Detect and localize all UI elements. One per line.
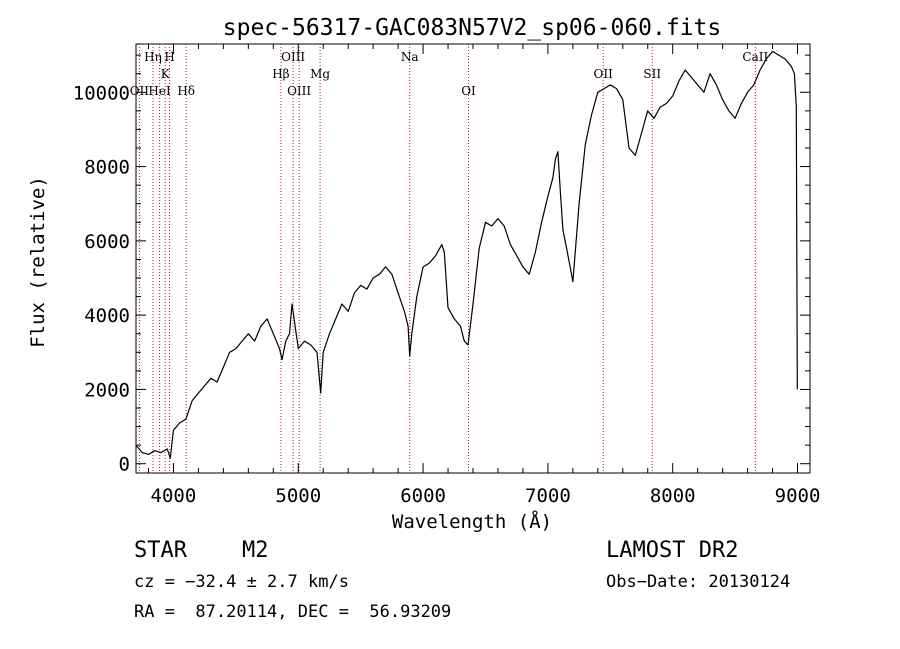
marker-label-11: OI <box>461 84 476 98</box>
y-tick-label-1: 2000 <box>84 379 130 401</box>
marker-label-10: Na <box>401 50 419 64</box>
y-tick-label-4: 8000 <box>84 157 130 179</box>
x-tick-label-2: 6000 <box>400 485 446 507</box>
plot-area: OII Hη HeI KH Hδ Hβ OIII OIII Mg Na OI OII SII CaII 40… <box>73 43 821 507</box>
marker-label-6: Hβ <box>272 67 289 81</box>
x-axis-label: Wavelength (Å) <box>392 510 552 533</box>
spectral-class: STAR <box>134 538 187 563</box>
marker-label-3: K <box>161 67 171 81</box>
x-tick-label-0: 4000 <box>151 485 197 507</box>
y-tick-label-2: 4000 <box>84 305 130 327</box>
plot-frame <box>135 43 811 474</box>
chart-title: spec-56317-GAC083N57V2_sp06-060.fits <box>223 15 722 41</box>
y-tick-label-3: 6000 <box>84 231 130 253</box>
y-tick-label-5: 10000 <box>73 82 130 104</box>
x-tick-label-3: 7000 <box>525 485 571 507</box>
redshift-cz: cz = −32.4 ± 2.7 km/s <box>134 572 349 592</box>
marker-label-8: OIII <box>287 84 311 98</box>
marker-label-4: H <box>164 50 174 64</box>
marker-label-5: Hδ <box>177 84 195 98</box>
y-axis-label: Flux (relative) <box>27 176 49 348</box>
marker-label-13: SII <box>643 67 661 81</box>
marker-label-7: OIII <box>281 50 305 64</box>
marker-label-0: OII <box>130 84 150 98</box>
marker-label-9: Mg <box>310 67 330 81</box>
x-tick-label-1: 5000 <box>275 485 321 507</box>
x-tick-label-5: 9000 <box>775 485 821 507</box>
marker-label-14: CaII <box>742 50 768 64</box>
marker-label-12: OII <box>594 67 614 81</box>
x-tick-label-4: 8000 <box>650 485 696 507</box>
spectrum-line <box>135 50 798 459</box>
y-tick-label-0: 0 <box>119 454 130 476</box>
marker-label-1: Hη <box>144 50 162 64</box>
marker-label-2: HeI <box>148 84 171 98</box>
observation-date: Obs−Date: 20130124 <box>606 572 791 592</box>
spectral-subclass: M2 <box>242 538 269 563</box>
ra-dec-coordinates: RA = 87.20114, DEC = 56.93209 <box>134 602 452 622</box>
survey-name: LAMOST DR2 <box>606 538 739 563</box>
